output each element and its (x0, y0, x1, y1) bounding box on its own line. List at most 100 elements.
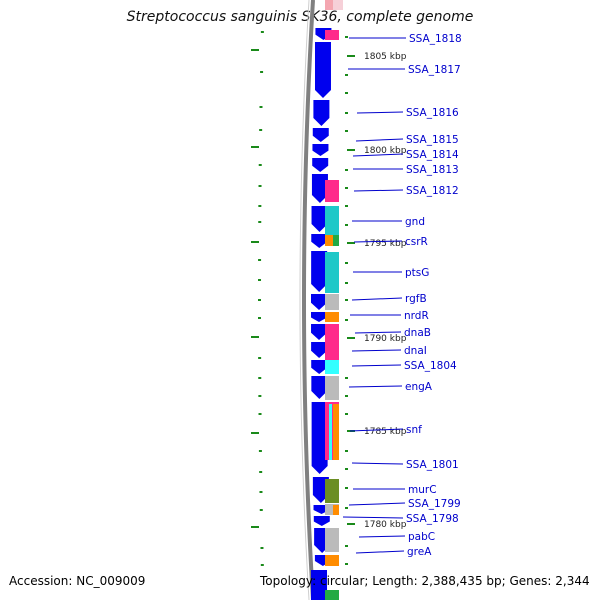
gene-label: csrR (405, 236, 428, 248)
minor-tick (345, 545, 348, 547)
gene-label: snf (406, 424, 422, 436)
cds-arrow (311, 206, 328, 232)
gene-leader-line (351, 364, 402, 367)
cds-arrow (311, 234, 328, 248)
minor-tick (345, 282, 348, 284)
minor-tick (345, 299, 348, 301)
minor-tick (345, 395, 348, 397)
ruler-label: 1805 kbp (364, 52, 407, 62)
gene-leader-line (351, 297, 403, 301)
cds-arrow (311, 402, 328, 474)
minor-tick (345, 487, 348, 489)
topology-text: Topology: circular; Length: 2,388,435 bp… (260, 574, 590, 588)
gene-label: SSA_1817 (408, 64, 461, 76)
gene-leader-line (354, 331, 402, 334)
ruler-label: 1785 kbp (364, 427, 407, 437)
minor-tick (345, 507, 348, 509)
minor-tick (258, 357, 262, 359)
cog-block (325, 479, 339, 503)
gene-label: SSA_1814 (406, 149, 459, 161)
minor-tick (345, 224, 348, 226)
minor-tick (345, 187, 348, 189)
gene-leader-line (358, 535, 406, 538)
minor-tick (258, 299, 261, 301)
minor-tick (260, 564, 264, 566)
major-tick (251, 432, 259, 434)
minor-tick (258, 450, 262, 452)
gene-label: pabC (408, 531, 435, 543)
cds-arrow (312, 158, 329, 172)
gene-label: SSA_1799 (408, 498, 461, 510)
minor-tick (345, 205, 348, 207)
gene-leader-line (349, 428, 404, 432)
minor-tick (259, 491, 263, 493)
gene-label: gnd (405, 216, 425, 228)
minor-tick (259, 106, 263, 108)
minor-tick (258, 259, 262, 261)
minor-tick (345, 74, 348, 76)
cog-block (329, 404, 332, 460)
cog-block (325, 360, 339, 374)
minor-tick (259, 509, 263, 511)
gene-label: ptsG (405, 267, 429, 279)
cog-block (325, 235, 339, 246)
minor-tick (258, 317, 262, 319)
gene-leader-line (355, 138, 404, 142)
cog-block (325, 504, 339, 515)
cog-block (325, 180, 339, 202)
cds-arrow (314, 42, 331, 98)
major-tick (251, 336, 259, 338)
major-tick (251, 146, 259, 148)
cog-block (325, 312, 339, 322)
minor-tick (345, 262, 348, 264)
ruler-label: 1790 kbp (364, 334, 407, 344)
cds-arrow (311, 312, 328, 322)
backbone-edge (299, 0, 310, 600)
gene-label: murC (408, 484, 437, 496)
gene-leader-line (348, 385, 403, 388)
ruler-tick (347, 55, 355, 57)
minor-tick (345, 468, 348, 470)
minor-tick (345, 413, 348, 415)
major-tick (251, 241, 259, 243)
minor-tick (258, 221, 262, 223)
gene-label: dnaI (404, 345, 427, 357)
cog-block (325, 252, 339, 293)
cog-block (325, 206, 339, 235)
minor-tick (345, 450, 348, 452)
cds-arrow (311, 324, 328, 340)
minor-tick (258, 164, 262, 166)
minor-tick (259, 129, 263, 131)
minor-tick (345, 319, 348, 321)
minor-tick (258, 205, 262, 207)
minor-tick (260, 547, 264, 549)
gene-leader-line (355, 550, 405, 554)
gene-label: engA (405, 381, 433, 393)
gene-leader-line (351, 462, 404, 465)
minor-tick (345, 92, 348, 94)
minor-tick (345, 377, 348, 379)
ruler-tick (347, 149, 355, 151)
cds-arrow (311, 174, 328, 203)
minor-tick (345, 36, 348, 38)
minor-tick (258, 279, 262, 281)
cds-arrow (311, 360, 328, 374)
minor-tick (258, 413, 262, 415)
map-title: Streptococcus sanguinis SK36, complete g… (126, 9, 474, 25)
minor-tick (259, 471, 263, 473)
minor-tick (258, 185, 262, 187)
gene-leader-line (356, 111, 404, 114)
cog-block (325, 0, 339, 10)
minor-tick (258, 377, 262, 379)
cds-arrow (312, 477, 329, 503)
cds-arrow (311, 342, 328, 358)
major-tick (251, 49, 259, 51)
gene-label: nrdR (404, 310, 429, 322)
minor-tick (345, 112, 348, 114)
backbone-arc (301, 0, 315, 600)
gene-label: SSA_1804 (404, 360, 457, 372)
cog-block (333, 235, 339, 246)
cog-block (333, 505, 339, 515)
gene-label: dnaB (404, 327, 431, 339)
